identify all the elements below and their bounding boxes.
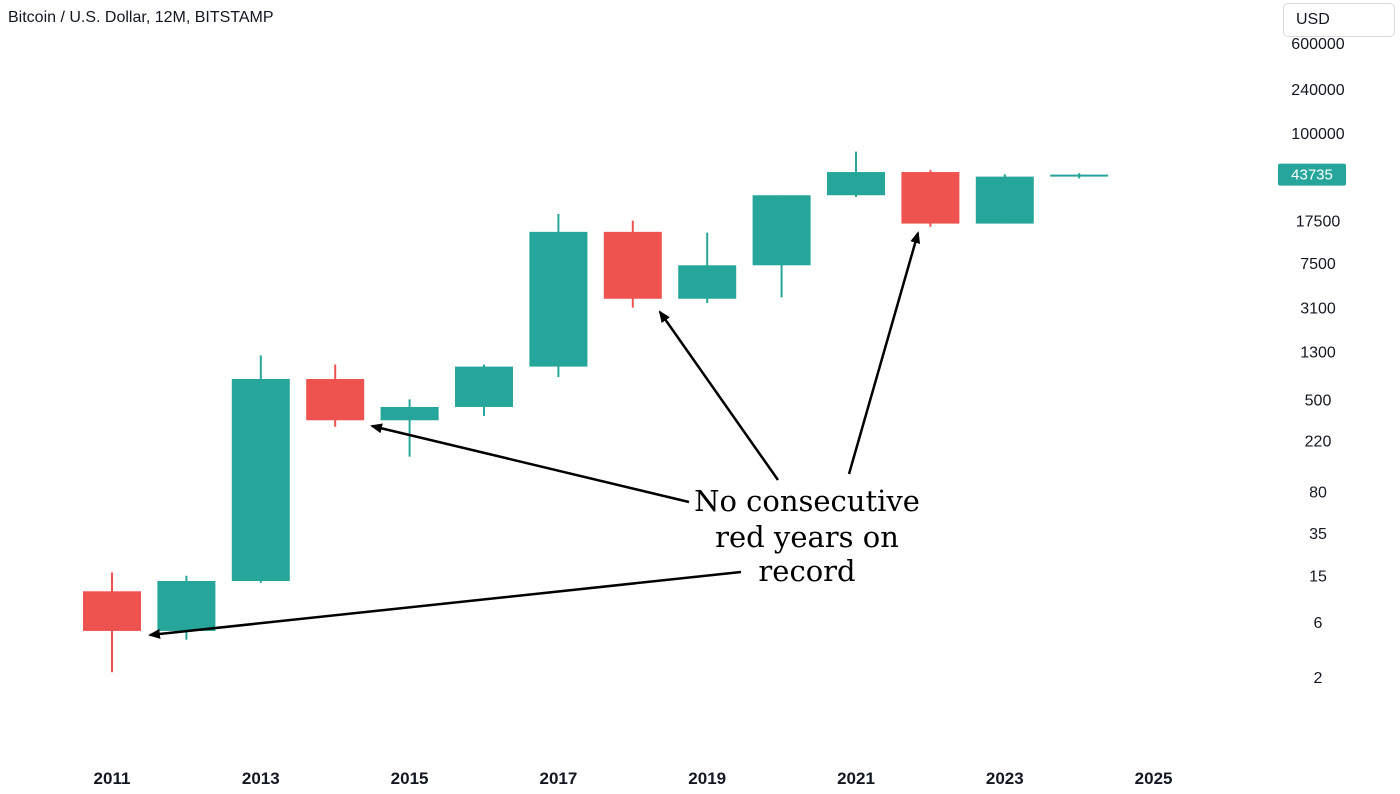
y-tick-label: 6 <box>1314 615 1323 632</box>
candle-2021 <box>827 151 885 198</box>
y-tick-label: 500 <box>1305 392 1332 409</box>
annotation-arrow <box>370 423 690 504</box>
y-tick-label: 3100 <box>1300 301 1336 318</box>
candles <box>83 151 1109 673</box>
y-tick-label: 240000 <box>1291 82 1344 99</box>
annotation-text-line: record <box>758 554 855 588</box>
last-price-label: 43735 <box>1291 167 1333 184</box>
y-axis: 2 6 15 35 80 220 500 1300 3100 7500 17500 100000 240… <box>1291 36 1344 687</box>
candle-body <box>157 580 216 631</box>
x-tick-label: 2019 <box>688 769 726 788</box>
annotation-text-line: red years on <box>715 520 899 554</box>
x-axis: 2011 2013 2015 2017 2019 2021 2023 2025 <box>94 769 1173 788</box>
candle-body <box>901 172 960 224</box>
candle-body <box>83 591 141 631</box>
candle-body <box>455 366 513 407</box>
x-tick-label: 2025 <box>1135 769 1173 788</box>
last-price-box <box>1278 163 1346 186</box>
x-tick-label: 2017 <box>539 769 577 788</box>
candle-body <box>1050 174 1109 177</box>
candle-body <box>603 231 662 299</box>
annotation-arrow <box>658 310 780 481</box>
y-tick-label: 17500 <box>1296 214 1341 231</box>
annotation-arrow <box>148 570 742 639</box>
candle-body <box>306 379 365 421</box>
candle-2018 <box>603 220 662 308</box>
x-tick-label: 2015 <box>391 769 429 788</box>
candle-2020 <box>752 195 811 298</box>
candle-body <box>529 231 588 367</box>
candle-body <box>827 172 885 196</box>
candle-body <box>380 406 439 421</box>
candle-2022 <box>901 169 960 227</box>
candle-2024 <box>1050 173 1109 179</box>
y-tick-label: 1300 <box>1300 344 1336 361</box>
candle-2019 <box>678 232 737 304</box>
y-tick-label: 35 <box>1309 526 1327 543</box>
candle-2017 <box>529 213 588 378</box>
candle-body <box>678 265 737 299</box>
y-tick-label: 7500 <box>1300 256 1336 273</box>
candle-2014 <box>306 364 365 427</box>
annotation-arrow <box>847 231 921 475</box>
x-tick-label: 2011 <box>94 769 131 788</box>
y-tick-label: 220 <box>1305 434 1332 451</box>
annotation-text-line: No consecutive <box>694 484 920 518</box>
y-tick-label: 80 <box>1309 485 1327 502</box>
candle-body <box>231 379 290 581</box>
candle-2016 <box>455 364 513 416</box>
candle-2015 <box>380 399 439 457</box>
x-tick-label: 2021 <box>837 769 875 788</box>
last-price-tag: 43735 <box>1278 163 1346 186</box>
y-tick-label: 100000 <box>1291 126 1344 143</box>
y-tick-label: 15 <box>1309 569 1327 586</box>
candle-2023 <box>975 174 1034 224</box>
candle-2012 <box>157 575 216 640</box>
y-tick-label: 600000 <box>1291 36 1344 53</box>
candle-body <box>975 176 1034 224</box>
x-tick-label: 2013 <box>242 769 280 788</box>
chart-title: Bitcoin / U.S. Dollar, 12M, BITSTAMP <box>8 9 274 26</box>
y-tick-label: 2 <box>1314 670 1323 687</box>
currency-selector[interactable]: USD <box>1283 3 1395 37</box>
x-tick-label: 2023 <box>986 769 1024 788</box>
candle-2011 <box>83 572 141 673</box>
candle-body <box>752 195 811 266</box>
candle-2013 <box>231 355 290 583</box>
